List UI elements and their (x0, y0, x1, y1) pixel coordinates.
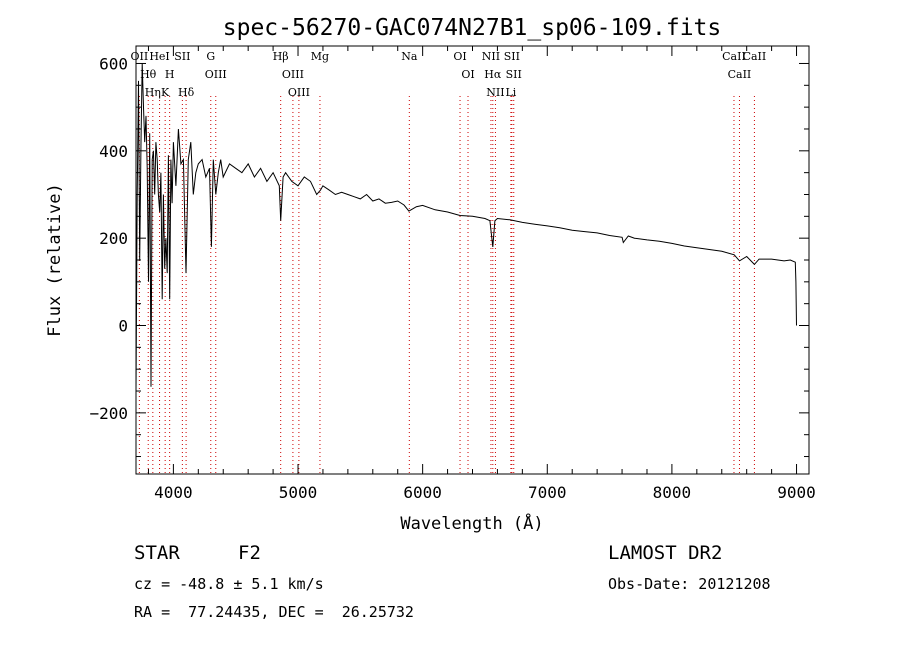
spectrum-line (135, 63, 797, 392)
emission-line-markers (138, 96, 755, 474)
line-marker-label: OI (461, 68, 474, 81)
x-axis: 4000 5000 6000 7000 8000 9000 (147, 46, 816, 502)
y-tick-label: −200 (89, 404, 128, 423)
line-marker-label: Mg (311, 50, 329, 63)
line-marker-label: H (165, 68, 175, 81)
chart-title: spec-56270-GAC074N27B1_sp06-109.fits (223, 15, 722, 41)
line-marker-label: K (161, 86, 170, 99)
spectral-subclass: F2 (238, 542, 261, 564)
line-marker-label: Hδ (178, 86, 195, 99)
line-marker-label: NII (486, 86, 504, 99)
line-marker-label: SII (506, 68, 522, 81)
x-tick-label: 9000 (777, 483, 816, 502)
radial-velocity: cz = -48.8 ± 5.1 km/s (134, 575, 324, 593)
line-marker-label: OIII (288, 86, 310, 99)
line-marker-label: OIII (205, 68, 227, 81)
x-tick-label: 8000 (653, 483, 692, 502)
line-marker-label: Hθ (140, 68, 157, 81)
line-marker-label: SII (174, 50, 190, 63)
y-axis-label: Flux (relative) (45, 183, 65, 337)
x-axis-label: Wavelength (Å) (400, 512, 543, 534)
x-tick-label: 6000 (403, 483, 442, 502)
object-class: STAR (134, 542, 180, 564)
line-marker-label: G (206, 50, 215, 63)
line-marker-label: Na (401, 50, 418, 63)
x-tick-label: 4000 (154, 483, 193, 502)
line-marker-label: CaII (728, 68, 752, 81)
line-marker-label: OII (131, 50, 149, 63)
survey-name: LAMOST DR2 (608, 542, 723, 564)
y-tick-label: 200 (99, 229, 128, 248)
y-tick-label: 0 (118, 317, 128, 336)
line-marker-label: Hβ (273, 50, 289, 63)
line-marker-label: Li (505, 86, 516, 99)
line-marker-label: Hα (484, 68, 502, 81)
y-tick-label: 600 (99, 54, 128, 73)
line-marker-label: SII (504, 50, 520, 63)
y-axis: −200 0 200 400 600 (89, 54, 809, 458)
plot-frame (135, 45, 810, 475)
x-tick-label: 5000 (279, 483, 318, 502)
observation-date: Obs-Date: 20121208 (608, 575, 771, 593)
line-marker-label: OI (453, 50, 466, 63)
x-tick-label: 7000 (528, 483, 567, 502)
coordinates: RA = 77.24435, DEC = 26.25732 (134, 603, 414, 621)
line-marker-label: HeI (149, 50, 169, 63)
line-marker-label: CaII (722, 50, 746, 63)
line-marker-label: NII (482, 50, 500, 63)
emission-line-labels: OII Hθ Hη HeI KH SII Hδ G OIII Hβ OIII OIII Mg Na OI OI… (131, 50, 767, 99)
y-tick-label: 400 (99, 142, 128, 161)
line-marker-label: CaII (743, 50, 767, 63)
line-marker-label: OIII (282, 68, 304, 81)
line-marker-label: Hη (145, 86, 161, 99)
